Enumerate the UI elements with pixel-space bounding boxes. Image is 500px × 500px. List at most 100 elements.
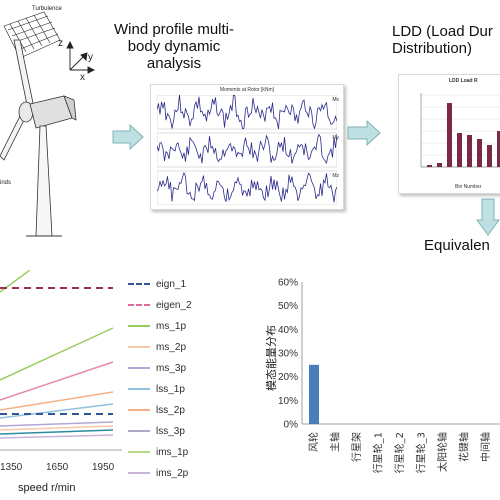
step-ldd-line-2: Distribution): [392, 39, 473, 57]
legend-item-eign-1: eign_1: [128, 276, 186, 292]
energy-xtick-label: 行星轮_3: [415, 432, 428, 473]
x-axis-label: x: [80, 72, 85, 83]
energy-xtick-label: 主轴: [329, 432, 342, 452]
waveform-my: [157, 133, 337, 165]
legend-label: lss_2p: [156, 404, 185, 416]
campbell-xtick-1350: 1350: [0, 462, 23, 473]
step-ldd-title: LDD (Load Dur Distribution): [392, 24, 500, 58]
turbine-illustration: Turbulence z y x inds: [0, 0, 100, 250]
time-series-title: Moments at Rotor [kNm]: [219, 87, 275, 93]
legend-label: eigen_2: [156, 299, 192, 311]
wind-turbine-icon: [0, 11, 96, 237]
ldd-title: LDD Load R: [449, 78, 478, 84]
ldd-bar: [427, 165, 432, 167]
step-wind-profile-line-3: analysis: [146, 54, 202, 72]
legend-item-ms-2p: ms_2p: [128, 339, 186, 355]
waveform-mz: [157, 171, 337, 203]
legend-swatch: [128, 304, 150, 306]
ldd-bar: [467, 135, 472, 167]
legend-swatch: [128, 325, 150, 327]
z-axis-label: z: [58, 38, 63, 49]
campbell-legend: eign_1 eigen_2 ms_1p ms_2p ms_3p lss_1p …: [128, 276, 228, 496]
ldd-bar: [497, 131, 500, 167]
ldd-bar: [487, 145, 492, 167]
energy-ytick-label: 60%: [278, 278, 298, 289]
energy-ytick-label: 20%: [278, 372, 298, 383]
energy-distribution-chart: 模态能量分布 60% 50% 40% 30% 20% 10% 0% 风轮 主轴 行星架 行星轮_1…: [258, 272, 500, 500]
time-series-plots: [157, 95, 337, 205]
ldd-bar: [457, 133, 462, 167]
campbell-line: [0, 361, 114, 401]
legend-item-ms-3p: ms_3p: [128, 360, 186, 376]
legend-swatch: [128, 283, 150, 285]
ldd-xlabel: Bin Number: [455, 184, 482, 190]
y-axis-label: y: [88, 52, 93, 63]
channel-label-mx: Mx: [332, 97, 339, 103]
campbell-chart: 1350 1650 1950 speed r/min: [0, 269, 125, 500]
energy-xtick-label: 行星轮_2: [393, 432, 406, 473]
energy-xtick-label: 花键轴: [458, 432, 471, 462]
channel-label-mz: Mz: [332, 173, 339, 179]
campbell-line: [0, 421, 114, 427]
legend-swatch: [128, 472, 150, 474]
legend-swatch: [128, 430, 150, 432]
legend-item-ims-1p: ims_1p: [128, 444, 188, 460]
legend-item-eigen-2: eigen_2: [128, 297, 192, 313]
energy-ytick-label: 0%: [284, 420, 299, 431]
legend-label: ims_1p: [156, 446, 189, 458]
ldd-panel: LDD Load R Bin Number: [398, 74, 500, 194]
legend-item-ms-1p: ms_1p: [128, 318, 186, 334]
ldd-bar: [447, 103, 452, 167]
legend-label: ms_3p: [156, 362, 187, 374]
ldd-bar-chart: [420, 93, 500, 168]
step-equivalent-title: Equivalen: [424, 238, 490, 254]
legend-item-lss-1p: lss_1p: [128, 381, 185, 397]
energy-xtick-label: 行星轮_1: [372, 432, 385, 473]
channel-label-my: My: [332, 135, 339, 141]
step-wind-profile-title: Wind profile multi- body dynamic analysi…: [104, 21, 244, 72]
turbulence-label: Turbulence: [32, 6, 62, 12]
energy-xtick-label: 中间轴: [479, 432, 492, 462]
legend-label: eign_1: [156, 278, 187, 290]
ldd-bar: [437, 163, 442, 167]
waveform-mx: [157, 95, 337, 130]
time-series-panel: Moments at Rotor [kNm] Mx My Mz: [150, 84, 344, 210]
campbell-line: [0, 425, 114, 431]
step-wind-profile-line-2: body dynamic: [127, 37, 221, 55]
energy-xtick-label: 风轮: [307, 432, 320, 452]
campbell-xlabel: speed r/min: [18, 482, 76, 494]
energy-xtick-label: 行星架: [350, 432, 363, 462]
winds-label: inds: [0, 180, 12, 186]
campbell-line: [0, 429, 114, 435]
campbell-line: [0, 403, 114, 419]
legend-item-lss-3p: lss_3p: [128, 423, 185, 439]
campbell-line: [0, 434, 114, 439]
flow-arrow-down: [476, 198, 500, 236]
campbell-line: [0, 391, 114, 411]
legend-swatch: [128, 388, 150, 390]
legend-item-ims-2p: ims_2p: [128, 465, 188, 481]
legend-label: ms_1p: [156, 320, 187, 332]
legend-swatch: [128, 367, 150, 369]
flow-arrow-right-1: [112, 124, 144, 150]
campbell-plot: [0, 269, 122, 451]
ldd-bar: [477, 139, 482, 167]
legend-label: lss_1p: [156, 383, 185, 395]
legend-swatch: [128, 451, 150, 453]
energy-ytick-label: 10%: [278, 396, 298, 407]
legend-swatch: [128, 346, 150, 348]
legend-label: lss_3p: [156, 425, 185, 437]
step-ldd-line-1: LDD (Load Dur: [392, 24, 493, 40]
campbell-line: [0, 327, 114, 381]
campbell-xtick-1950: 1950: [92, 462, 115, 473]
energy-plot: 60% 50% 40% 30% 20% 10% 0% 风轮 主轴 行星架 行星轮_1 行星轮_2 行星…: [278, 278, 500, 473]
campbell-xtick-1650: 1650: [46, 462, 69, 473]
energy-xtick-label: 太阳轮轴: [436, 432, 449, 472]
legend-swatch: [128, 409, 150, 411]
legend-label: ims_2p: [156, 467, 189, 479]
step-wind-profile-line-1: Wind profile multi-: [113, 21, 235, 38]
energy-ytick-label: 40%: [278, 325, 298, 336]
energy-ytick-label: 30%: [278, 349, 298, 360]
legend-item-lss-2p: lss_2p: [128, 402, 185, 418]
energy-ytick-label: 50%: [278, 301, 298, 312]
